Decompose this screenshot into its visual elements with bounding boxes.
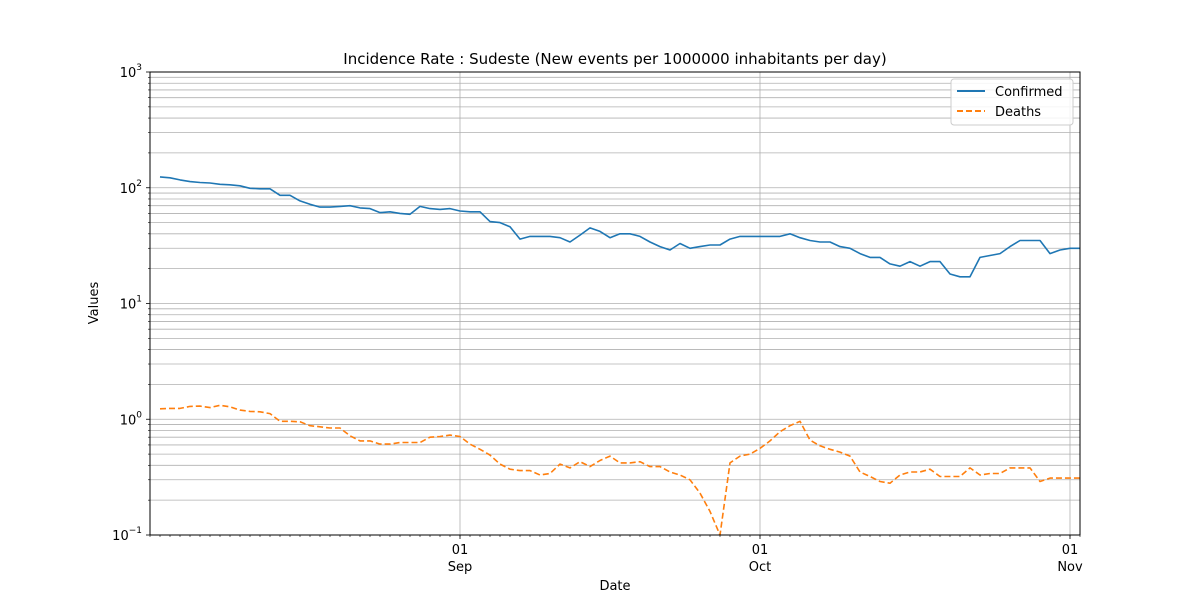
- y-axis-label: Values: [87, 282, 102, 325]
- ticks-layer: [146, 71, 1081, 539]
- x-tick-label-month: Oct: [749, 560, 771, 575]
- x-tick-label-day: 01: [1062, 543, 1079, 558]
- legend: Confirmed Deaths: [950, 78, 1074, 126]
- x-tick-labels: 01 Sep 01 Oct 01 Nov: [448, 543, 1083, 575]
- legend-label-deaths: Deaths: [995, 105, 1041, 120]
- x-tick-label-month: Nov: [1057, 560, 1083, 575]
- x-axis-label: Date: [599, 579, 630, 594]
- minor-grid: [150, 76, 1080, 501]
- x-tick-label-day: 01: [752, 543, 769, 558]
- series-line-deaths: [159, 404, 1080, 536]
- chart-title: Incidence Rate : Sudeste (New events per…: [343, 50, 886, 68]
- series-line-confirmed: [159, 176, 1080, 278]
- x-tick-label-month: Sep: [448, 560, 473, 575]
- series-layer: [159, 176, 1080, 536]
- x-tick-label-day: 01: [452, 543, 469, 558]
- legend-label-confirmed: Confirmed: [995, 85, 1063, 100]
